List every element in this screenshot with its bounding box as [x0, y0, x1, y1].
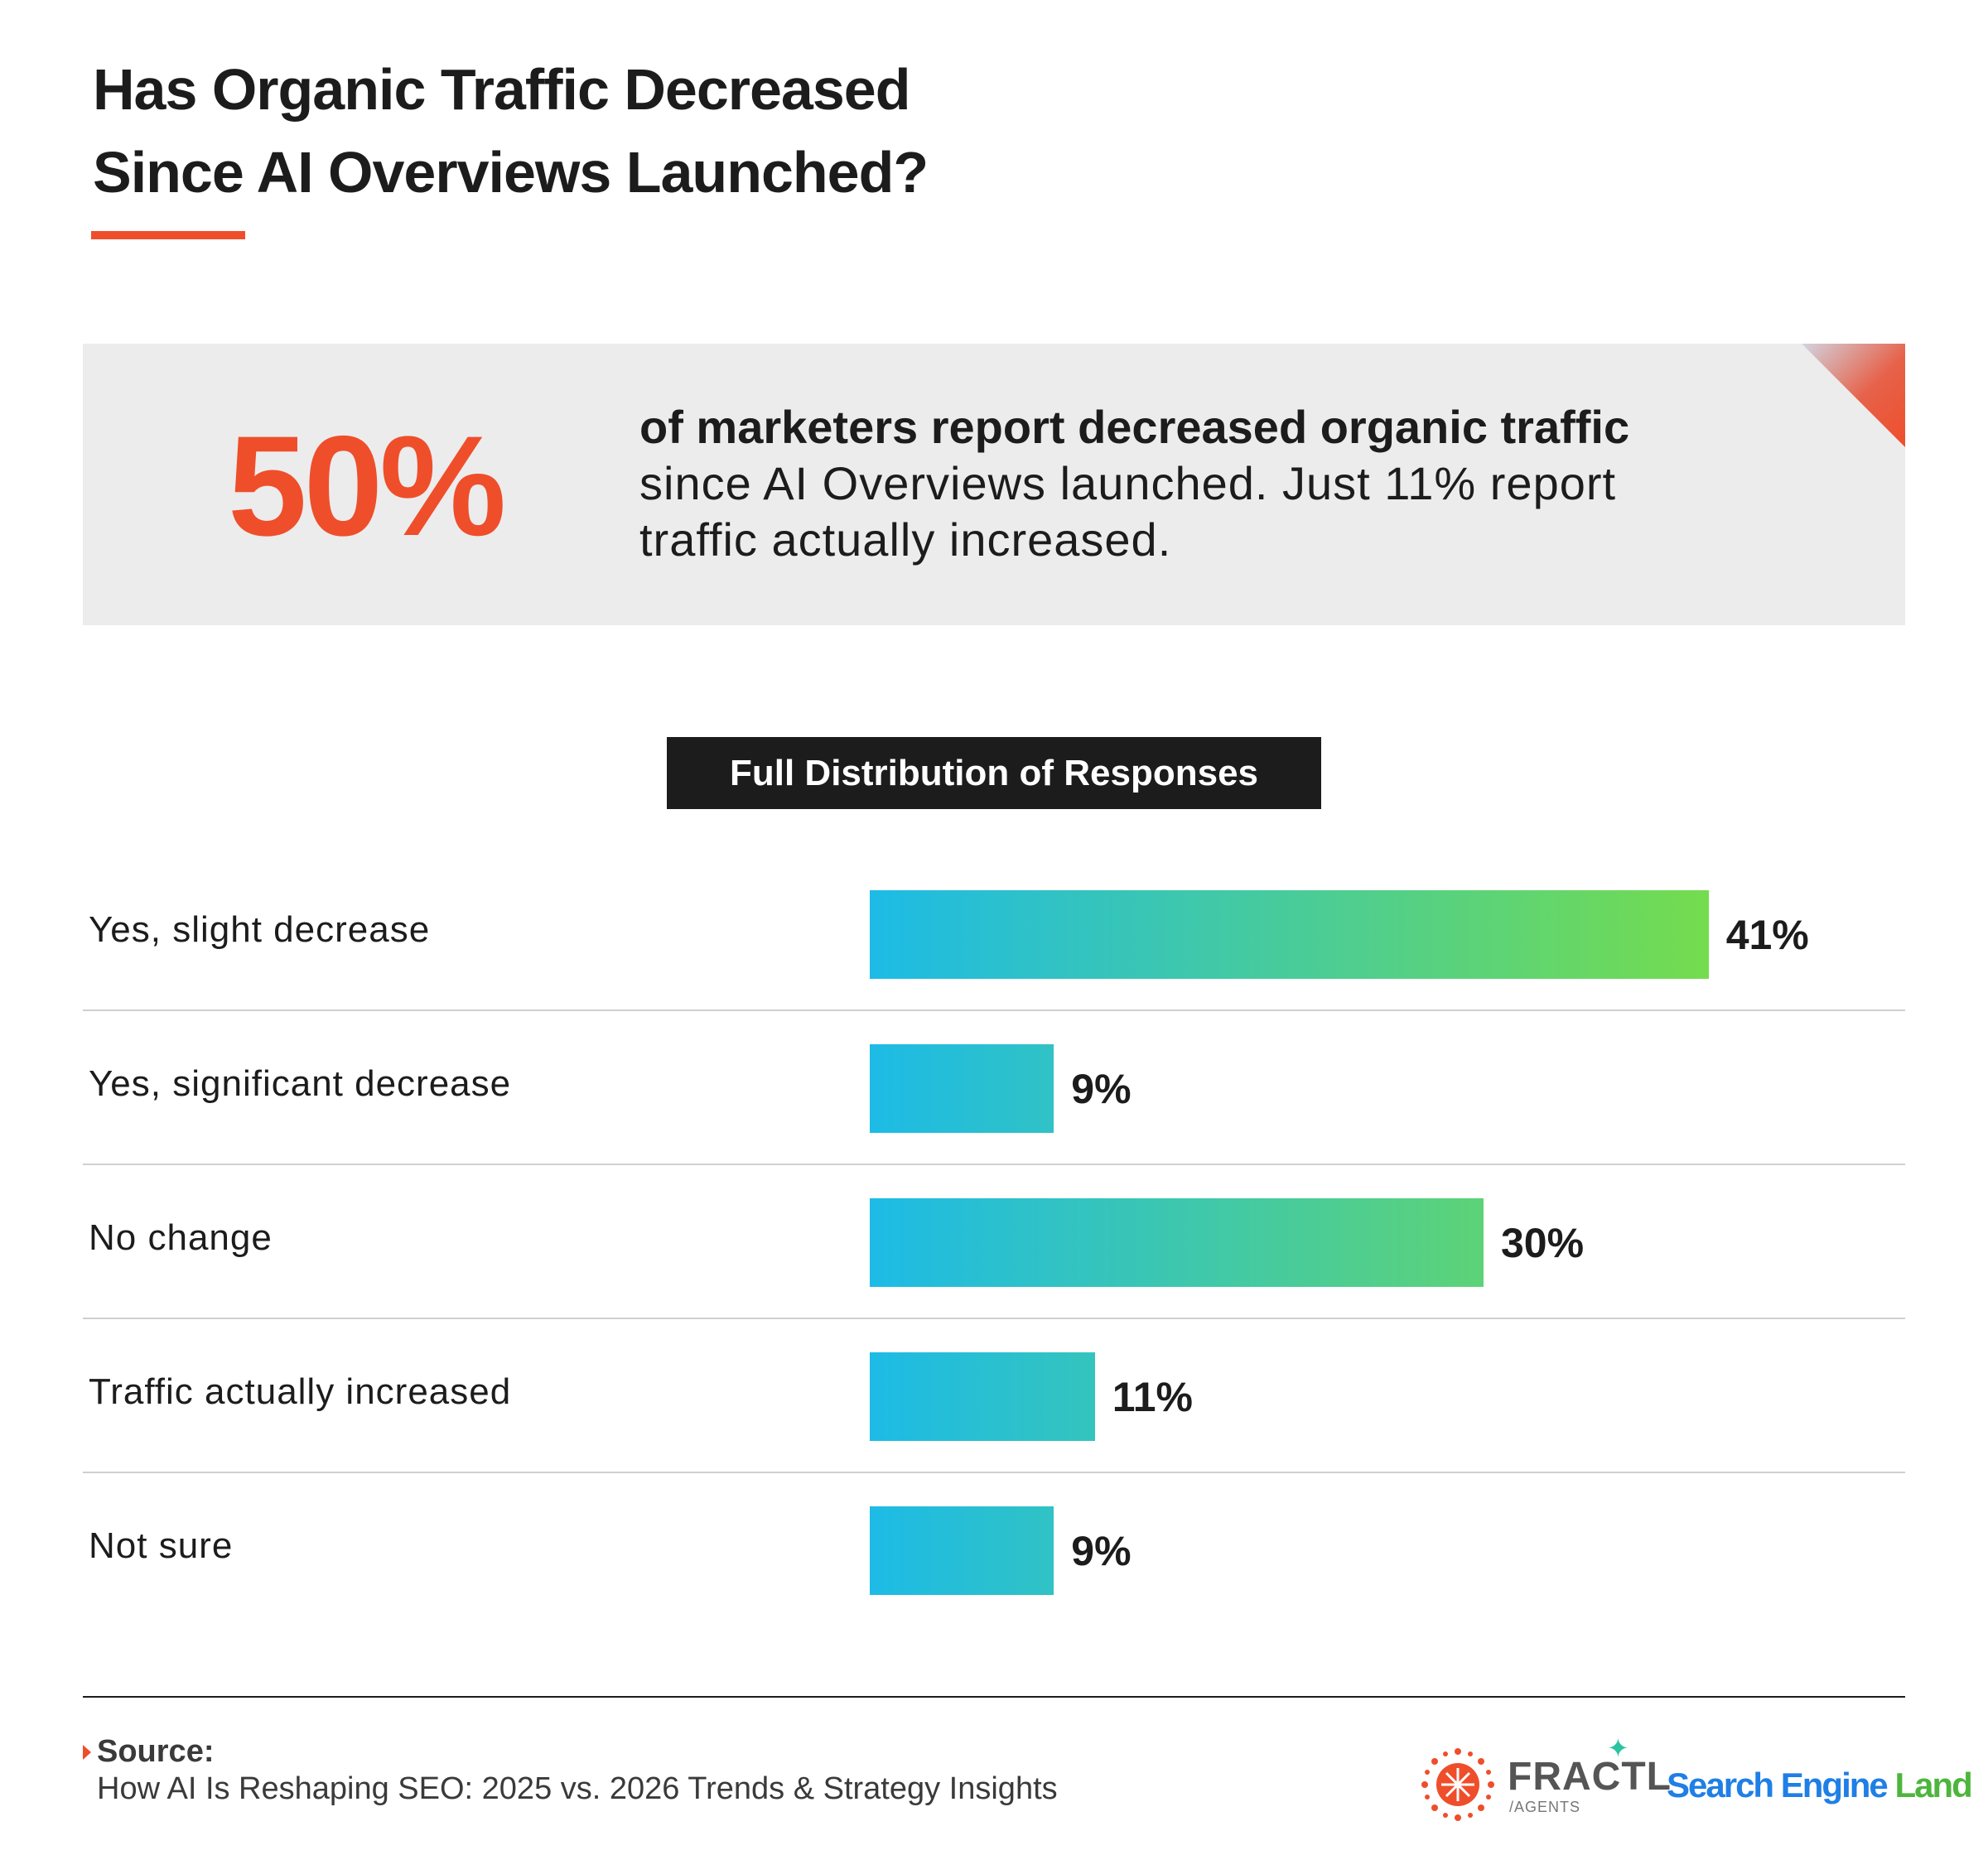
- key-stat-text-line-1: since AI Overviews launched. Just 11% re…: [639, 457, 1617, 509]
- category-label: Traffic actually increased: [89, 1371, 512, 1412]
- bar: [870, 1044, 1054, 1133]
- bar-value-label: 9%: [1071, 1528, 1132, 1574]
- fractl-subtitle: /AGENTS: [1509, 1799, 1581, 1815]
- search-engine-land-logo: Search Engine Land: [1667, 1762, 1973, 1809]
- row-divider: [83, 1318, 1905, 1319]
- chart-section-label: Full Distribution of Responses: [667, 737, 1321, 809]
- key-stat-callout: 50% of marketers report decreased organi…: [83, 344, 1905, 625]
- row-divider: [83, 1009, 1905, 1011]
- category-label: No change: [89, 1217, 273, 1258]
- bar-value-label: 30%: [1501, 1220, 1585, 1266]
- bar: [870, 1506, 1054, 1595]
- sel-logo-part-2: Land: [1894, 1766, 1972, 1804]
- sel-logo-part-1: Search Engine: [1667, 1766, 1895, 1804]
- page-title-line-2: Since AI Overviews Launched?: [93, 140, 929, 205]
- page-title-line-1: Has Organic Traffic Decreased: [93, 57, 910, 122]
- key-stat-value: 50%: [228, 407, 506, 566]
- bar: [870, 1198, 1484, 1287]
- bar-value-label: 41%: [1725, 912, 1809, 958]
- page-title: Has Organic Traffic Decreased Since AI O…: [93, 48, 1252, 214]
- source-label: Source:: [97, 1734, 215, 1769]
- category-label: Not sure: [89, 1525, 234, 1566]
- fractl-wordmark: FRACTL: [1508, 1755, 1672, 1799]
- fractl-sunburst-icon: [1421, 1748, 1494, 1821]
- category-label: Yes, slight decrease: [89, 909, 431, 950]
- category-label: Yes, significant decrease: [89, 1063, 512, 1104]
- bar: [870, 890, 1709, 979]
- bar: [870, 1352, 1095, 1441]
- footer-divider: [83, 1696, 1905, 1698]
- title-accent-rule: [91, 231, 245, 239]
- key-stat-strong-text: of marketers report decreased organic tr…: [639, 401, 1630, 453]
- sparkle-icon: ✦: [1607, 1733, 1629, 1763]
- row-divider: [83, 1472, 1905, 1473]
- bar-value-label: 11%: [1112, 1374, 1194, 1420]
- source-marker-icon: [83, 1745, 91, 1760]
- row-divider: [83, 1164, 1905, 1165]
- fractl-logo: ✦ FRACTL /AGENTS: [1416, 1735, 1671, 1826]
- key-stat-description: of marketers report decreased organic tr…: [639, 399, 1783, 568]
- bar-value-label: 9%: [1071, 1066, 1132, 1112]
- source-citation: How AI Is Reshaping SEO: 2025 vs. 2026 T…: [97, 1771, 1058, 1806]
- key-stat-text-line-2: traffic actually increased.: [639, 513, 1172, 566]
